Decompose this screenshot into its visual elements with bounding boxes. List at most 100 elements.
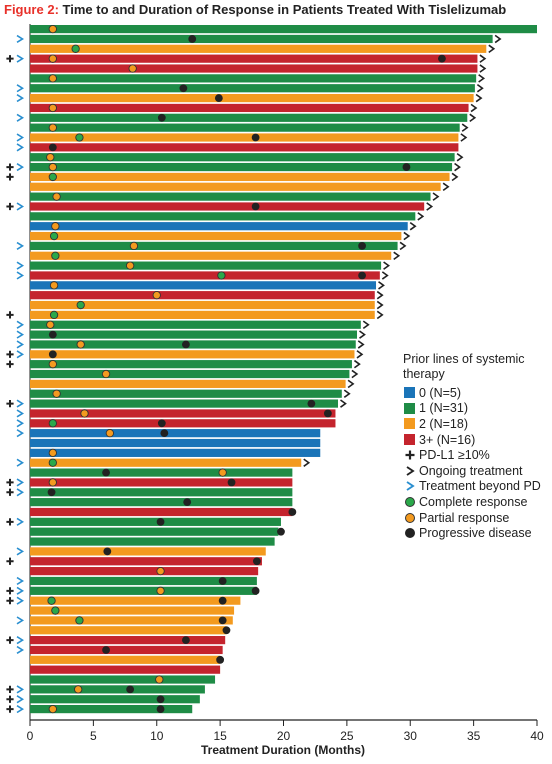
x-tick-label: 0 — [27, 729, 34, 743]
x-tick-label: 25 — [340, 729, 354, 743]
legend-progressive-label: Progressive disease — [419, 526, 532, 541]
complete-response-dot — [404, 496, 415, 507]
progressive-dot — [103, 547, 112, 556]
progressive-dot — [48, 330, 57, 339]
partial-dot — [48, 704, 57, 714]
bar — [30, 291, 375, 300]
bar — [30, 241, 398, 251]
bar — [30, 192, 431, 201]
beyond-pd-marker — [16, 478, 25, 487]
beyond-pd-marker — [16, 636, 25, 645]
x-tick-label: 10 — [150, 729, 164, 743]
bar — [30, 567, 259, 576]
beyond-pd-marker — [16, 586, 25, 595]
ongoing-arrow — [376, 300, 384, 310]
partial-dot — [152, 291, 161, 300]
partial-dot — [46, 153, 55, 162]
legend-pdl1-label: PD-L1 ≥10% — [419, 448, 490, 463]
progressive-dot — [182, 636, 190, 645]
progressive-dot — [156, 695, 165, 704]
partial-dot — [48, 360, 57, 369]
bar — [30, 310, 375, 319]
legend-line-2: 2 (N=18) — [403, 416, 552, 432]
pdl1-marker — [6, 705, 14, 713]
legend-line-3: 3+ (N=16) — [403, 432, 552, 448]
beyond-pd-marker — [16, 705, 25, 714]
ongoing-arrow — [451, 172, 459, 182]
bar — [30, 74, 477, 83]
beyond-pd-marker — [16, 113, 25, 122]
bar — [30, 478, 293, 487]
bar — [30, 379, 346, 388]
progressive-dot — [216, 655, 225, 664]
progressive-dot — [402, 163, 411, 171]
progressive-dot — [307, 399, 316, 408]
partial-dot — [101, 369, 111, 379]
bar — [30, 64, 478, 73]
progressive-dot — [358, 271, 366, 280]
ongoing-arrow — [460, 133, 468, 142]
partial-dot — [76, 340, 85, 349]
pdl1-marker — [6, 518, 14, 526]
ongoing-arrow — [469, 113, 477, 123]
beyond-pd-marker — [16, 596, 25, 605]
beyond-pd-marker — [16, 409, 25, 418]
progressive-dot — [218, 577, 227, 585]
beyond-pd-marker — [16, 645, 25, 655]
ongoing-arrow — [359, 330, 366, 339]
ongoing-arrow — [476, 83, 484, 93]
legend-line-0: 0 (N=5) — [403, 385, 552, 401]
legend-ongoing-label: Ongoing treatment — [419, 463, 523, 478]
ongoing-arrow — [488, 44, 496, 54]
ongoing-arrow — [303, 458, 311, 467]
partial-dot — [52, 192, 61, 201]
complete-dot — [75, 133, 84, 142]
pdl1-marker — [6, 399, 14, 408]
legend-line-1: 1 (N=31) — [403, 401, 552, 417]
x-tick-label: 35 — [467, 729, 481, 743]
bar — [30, 468, 293, 477]
partial-dot — [155, 675, 164, 684]
pdl1-marker — [6, 695, 14, 703]
partial-dot — [129, 241, 139, 251]
bar — [30, 231, 402, 241]
legend-line-1-label: 1 (N=31) — [419, 401, 468, 416]
progressive-dot — [251, 586, 260, 595]
beyond-pd-marker — [16, 143, 25, 152]
progressive-dot — [183, 498, 192, 507]
beyond-pd-marker — [16, 34, 25, 44]
bar — [30, 153, 455, 162]
beyond-pd-marker — [16, 399, 25, 408]
chevron-right-blue-icon — [405, 481, 415, 492]
progressive-dot — [323, 409, 332, 418]
bar — [30, 44, 487, 53]
legend-swatch-0 — [404, 387, 415, 399]
ongoing-arrow — [432, 192, 440, 201]
ongoing-arrow — [357, 340, 365, 349]
bar — [30, 34, 493, 44]
bar — [30, 498, 293, 507]
bar — [30, 330, 358, 339]
beyond-pd-marker — [16, 458, 25, 467]
bar — [30, 704, 193, 714]
bar — [30, 212, 416, 221]
legend-swatch-1 — [404, 402, 415, 414]
beyond-pd-marker — [16, 54, 25, 63]
x-tick-label: 5 — [90, 729, 97, 743]
partial-dot — [51, 222, 60, 231]
pdl1-marker — [6, 685, 14, 693]
beyond-pd-marker — [16, 350, 25, 359]
complete-dot — [217, 271, 226, 280]
partial-dot — [105, 429, 115, 438]
legend-pdl1: PD-L1 ≥10% — [403, 447, 552, 463]
partial-dot — [128, 64, 137, 73]
bar — [30, 25, 537, 34]
legend-swatch-3 — [404, 434, 415, 446]
progressive-dot — [252, 557, 261, 566]
partial-dot — [48, 24, 57, 34]
beyond-pd-marker — [16, 271, 25, 280]
beyond-pd-marker — [16, 576, 25, 586]
beyond-pd-marker — [16, 340, 25, 349]
ongoing-arrow — [475, 93, 483, 103]
